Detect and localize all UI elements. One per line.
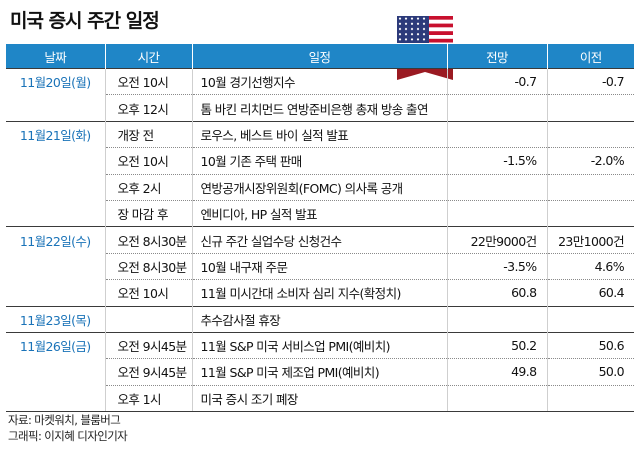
row-event: 추수감사절 휴장 bbox=[191, 305, 447, 333]
row-time: 오후 2시 bbox=[104, 173, 192, 201]
row-event: 미국 증시 조기 폐장 bbox=[191, 384, 447, 413]
row-date bbox=[6, 385, 105, 413]
row-time: 오전 9시45분 bbox=[104, 331, 192, 359]
row-previous: 50.0 bbox=[546, 358, 634, 386]
row-event: 11월 미시간대 소비자 심리 지수(확정치) bbox=[191, 279, 447, 307]
row-forecast: 50.2 bbox=[446, 331, 547, 359]
row-previous: 60.4 bbox=[546, 279, 634, 307]
row-time: 오전 10시 bbox=[104, 279, 192, 307]
row-date: 11월21일(화) bbox=[6, 120, 105, 148]
row-forecast bbox=[446, 94, 547, 122]
row-forecast bbox=[446, 199, 547, 227]
row-previous: 50.6 bbox=[546, 331, 634, 359]
row-date bbox=[6, 253, 105, 279]
table-row: 오전 8시30분 10월 내구재 주문 -3.5% 4.6% bbox=[6, 252, 634, 280]
row-date: 11월22일(수) bbox=[6, 226, 105, 254]
row-date: 11월23일(목) bbox=[6, 305, 105, 333]
page-title: 미국 증시 주간 일정 bbox=[10, 10, 160, 32]
graphic-credit: 그래픽: 이지혜 디자인기자 bbox=[8, 429, 128, 443]
header-date: 날짜 bbox=[6, 44, 105, 69]
table-row: 11월23일(목) 추수감사절 휴장 bbox=[6, 305, 634, 333]
row-date bbox=[6, 174, 105, 200]
row-time bbox=[104, 305, 192, 333]
table-row: 오후 1시 미국 증시 조기 폐장 bbox=[6, 384, 634, 413]
row-forecast bbox=[446, 384, 547, 413]
table-row: 11월21일(화) 개장 전 로우스, 베스트 바이 실적 발표 bbox=[6, 120, 634, 148]
table-row: 오전 10시 10월 기존 주택 판매 -1.5% -2.0% bbox=[6, 147, 634, 175]
row-forecast: 49.8 bbox=[446, 358, 547, 386]
row-time: 오전 9시45분 bbox=[104, 358, 192, 386]
row-forecast: -1.5% bbox=[446, 147, 547, 175]
table-row: 오전 10시 11월 미시간대 소비자 심리 지수(확정치) 60.8 60.4 bbox=[6, 279, 634, 307]
row-previous: 4.6% bbox=[546, 252, 634, 280]
row-time: 오전 10시 bbox=[104, 67, 192, 95]
footer: 자료: 마켓워치, 블룸버그 그래픽: 이지혜 디자인기자 bbox=[8, 412, 128, 444]
row-time: 오후 1시 bbox=[104, 384, 192, 413]
row-event: 11월 S&P 미국 제조업 PMI(예비치) bbox=[191, 358, 447, 386]
row-forecast bbox=[446, 173, 547, 201]
row-event: 연방공개시장위원회(FOMC) 의사록 공개 bbox=[191, 173, 447, 201]
row-date bbox=[6, 280, 105, 306]
row-previous: -0.7 bbox=[546, 67, 634, 95]
row-event: 10월 내구재 주문 bbox=[191, 252, 447, 280]
table-row: 11월26일(금) 오전 9시45분 11월 S&P 미국 서비스업 PMI(예… bbox=[6, 331, 634, 359]
row-previous bbox=[546, 199, 634, 227]
table-row: 11월20일(월) 오전 10시 10월 경기선행지수 -0.7 -0.7 bbox=[6, 67, 634, 95]
row-previous bbox=[546, 384, 634, 413]
row-time: 오전 8시30분 bbox=[104, 226, 192, 254]
row-forecast: 60.8 bbox=[446, 279, 547, 307]
row-date bbox=[6, 148, 105, 174]
row-time: 오후 12시 bbox=[104, 94, 192, 122]
schedule-table: 날짜 시간 일정 전망 이전 11월20일(월) 오전 10시 10월 경기선행… bbox=[6, 44, 634, 413]
table-row: 오후 2시 연방공개시장위원회(FOMC) 의사록 공개 bbox=[6, 173, 634, 201]
row-forecast: -0.7 bbox=[446, 67, 547, 95]
row-date bbox=[6, 95, 105, 121]
row-previous: -2.0% bbox=[546, 147, 634, 175]
table-row: 장 마감 후 엔비디아, HP 실적 발표 bbox=[6, 199, 634, 227]
row-time: 개장 전 bbox=[104, 120, 192, 148]
row-forecast bbox=[446, 120, 547, 148]
table-row: 11월22일(수) 오전 8시30분 신규 주간 실업수당 신청건수 22만90… bbox=[6, 226, 634, 254]
row-previous bbox=[546, 173, 634, 201]
header-previous: 이전 bbox=[546, 44, 634, 69]
row-event: 10월 경기선행지수 bbox=[191, 67, 447, 95]
row-event: 11월 S&P 미국 서비스업 PMI(예비치) bbox=[191, 331, 447, 359]
table-header-row: 날짜 시간 일정 전망 이전 bbox=[6, 44, 634, 69]
row-date bbox=[6, 200, 105, 226]
row-previous bbox=[546, 305, 634, 333]
header-forecast: 전망 bbox=[446, 44, 547, 69]
row-forecast: 22만9000건 bbox=[446, 226, 547, 254]
row-previous bbox=[546, 120, 634, 148]
row-previous: 23만1000건 bbox=[546, 226, 634, 254]
table-row: 오후 12시 톰 바킨 리치먼드 연방준비은행 총재 방송 출연 bbox=[6, 94, 634, 122]
row-event: 신규 주간 실업수당 신청건수 bbox=[191, 226, 447, 254]
row-time: 장 마감 후 bbox=[104, 199, 192, 227]
row-date: 11월20일(월) bbox=[6, 67, 105, 95]
header-event: 일정 bbox=[191, 44, 447, 69]
row-event: 톰 바킨 리치먼드 연방준비은행 총재 방송 출연 bbox=[191, 94, 447, 122]
row-event: 로우스, 베스트 바이 실적 발표 bbox=[191, 120, 447, 148]
row-date bbox=[6, 359, 105, 385]
row-forecast bbox=[446, 305, 547, 333]
row-time: 오전 8시30분 bbox=[104, 252, 192, 280]
row-date: 11월26일(금) bbox=[6, 331, 105, 359]
header-time: 시간 bbox=[104, 44, 192, 69]
source-note: 자료: 마켓워치, 블룸버그 bbox=[8, 413, 121, 427]
row-previous bbox=[546, 94, 634, 122]
row-event: 10월 기존 주택 판매 bbox=[191, 147, 447, 175]
table-row: 오전 9시45분 11월 S&P 미국 제조업 PMI(예비치) 49.8 50… bbox=[6, 358, 634, 386]
row-time: 오전 10시 bbox=[104, 147, 192, 175]
row-forecast: -3.5% bbox=[446, 252, 547, 280]
row-event: 엔비디아, HP 실적 발표 bbox=[191, 199, 447, 227]
